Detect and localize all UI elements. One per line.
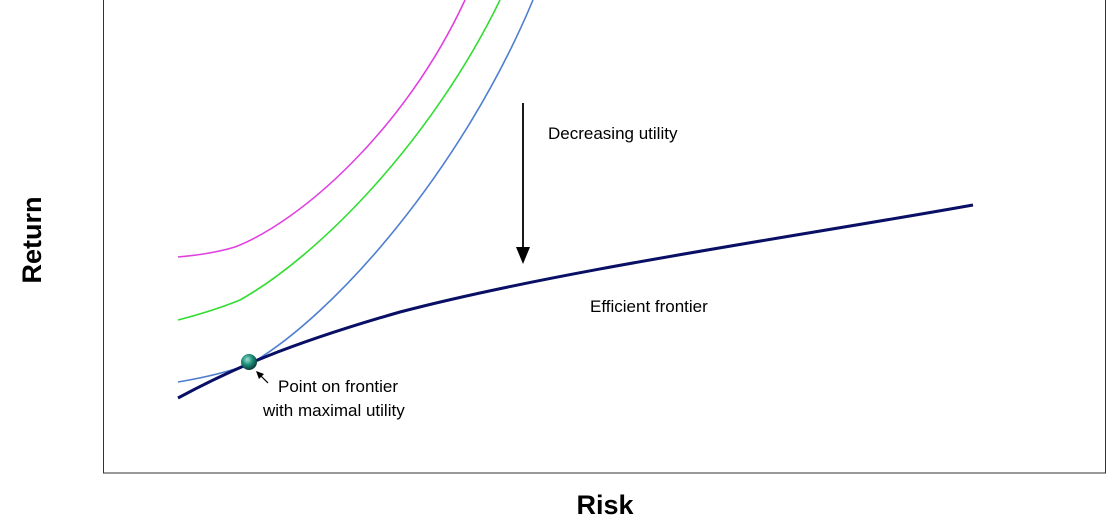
efficient-frontier <box>177 203 974 400</box>
optimal-label-line2: with maximal utility <box>262 401 405 420</box>
optimal-point <box>241 354 257 370</box>
utility-curve-high <box>177 0 466 258</box>
decreasing-utility-label: Decreasing utility <box>548 124 678 143</box>
utility-curve-low <box>177 0 534 383</box>
arrow-head <box>516 247 530 264</box>
pointer-head <box>256 371 264 379</box>
y-axis-label: Return <box>17 197 47 284</box>
utility-curve-mid <box>177 0 501 321</box>
frontier-label: Efficient frontier <box>590 297 708 316</box>
x-axis-label: Risk <box>576 490 634 520</box>
optimal-label-line1: Point on frontier <box>278 377 398 396</box>
plot-frame <box>103 0 1106 474</box>
